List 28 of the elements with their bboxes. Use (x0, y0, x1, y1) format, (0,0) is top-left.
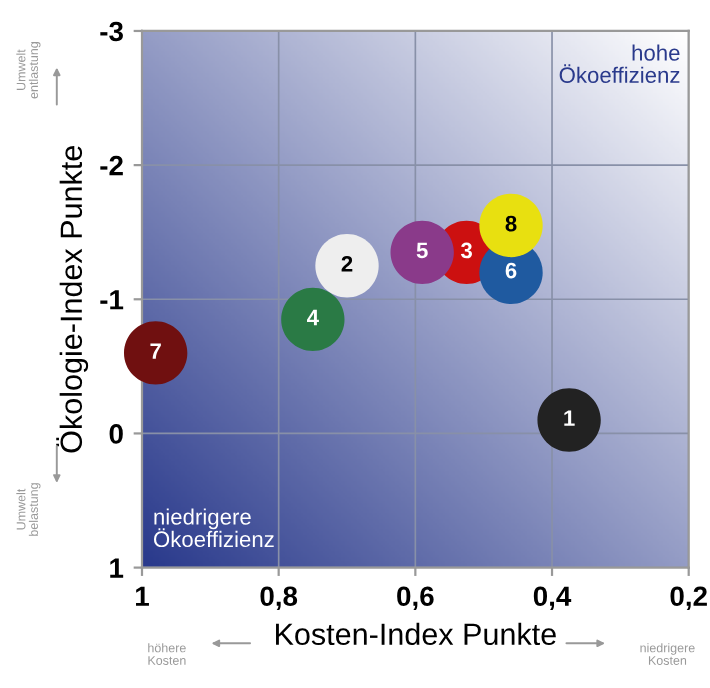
series-label: 3 (460, 242, 472, 259)
series-label: 8 (505, 215, 517, 232)
y-tick-label: 0 (109, 424, 123, 444)
point (124, 321, 188, 385)
x-tick-label: 0,2 (670, 586, 707, 611)
series-label: 6 (505, 262, 517, 279)
point (537, 388, 601, 452)
annotation: niedrigere Ökoeffizienz (153, 508, 274, 548)
x-axis-title: Kosten-Index Punkte (276, 622, 556, 646)
y-tick-label: 1 (110, 558, 124, 578)
series-label: 4 (307, 309, 319, 326)
series-label: 1 (564, 410, 575, 426)
y-tick-label: -3 (100, 21, 123, 42)
y-tick-label: -2 (100, 155, 123, 176)
x-tick-label: 0,4 (533, 586, 572, 611)
point (281, 287, 345, 352)
annotation: hohe Ökoeffizienz (559, 44, 680, 84)
y-axis-title: Ökologie-Index Punkte (56, 146, 89, 453)
x-tick-label: 1 (136, 586, 149, 606)
y-tick-label: -1 (100, 290, 124, 310)
x-tick-label: 0,6 (397, 586, 434, 611)
series-label: 5 (416, 242, 428, 259)
point (315, 234, 379, 298)
point (479, 193, 543, 258)
series-label: 2 (341, 255, 353, 272)
series-label: 7 (150, 343, 161, 359)
point (390, 220, 454, 284)
x-tick-label: 0,8 (260, 586, 298, 611)
